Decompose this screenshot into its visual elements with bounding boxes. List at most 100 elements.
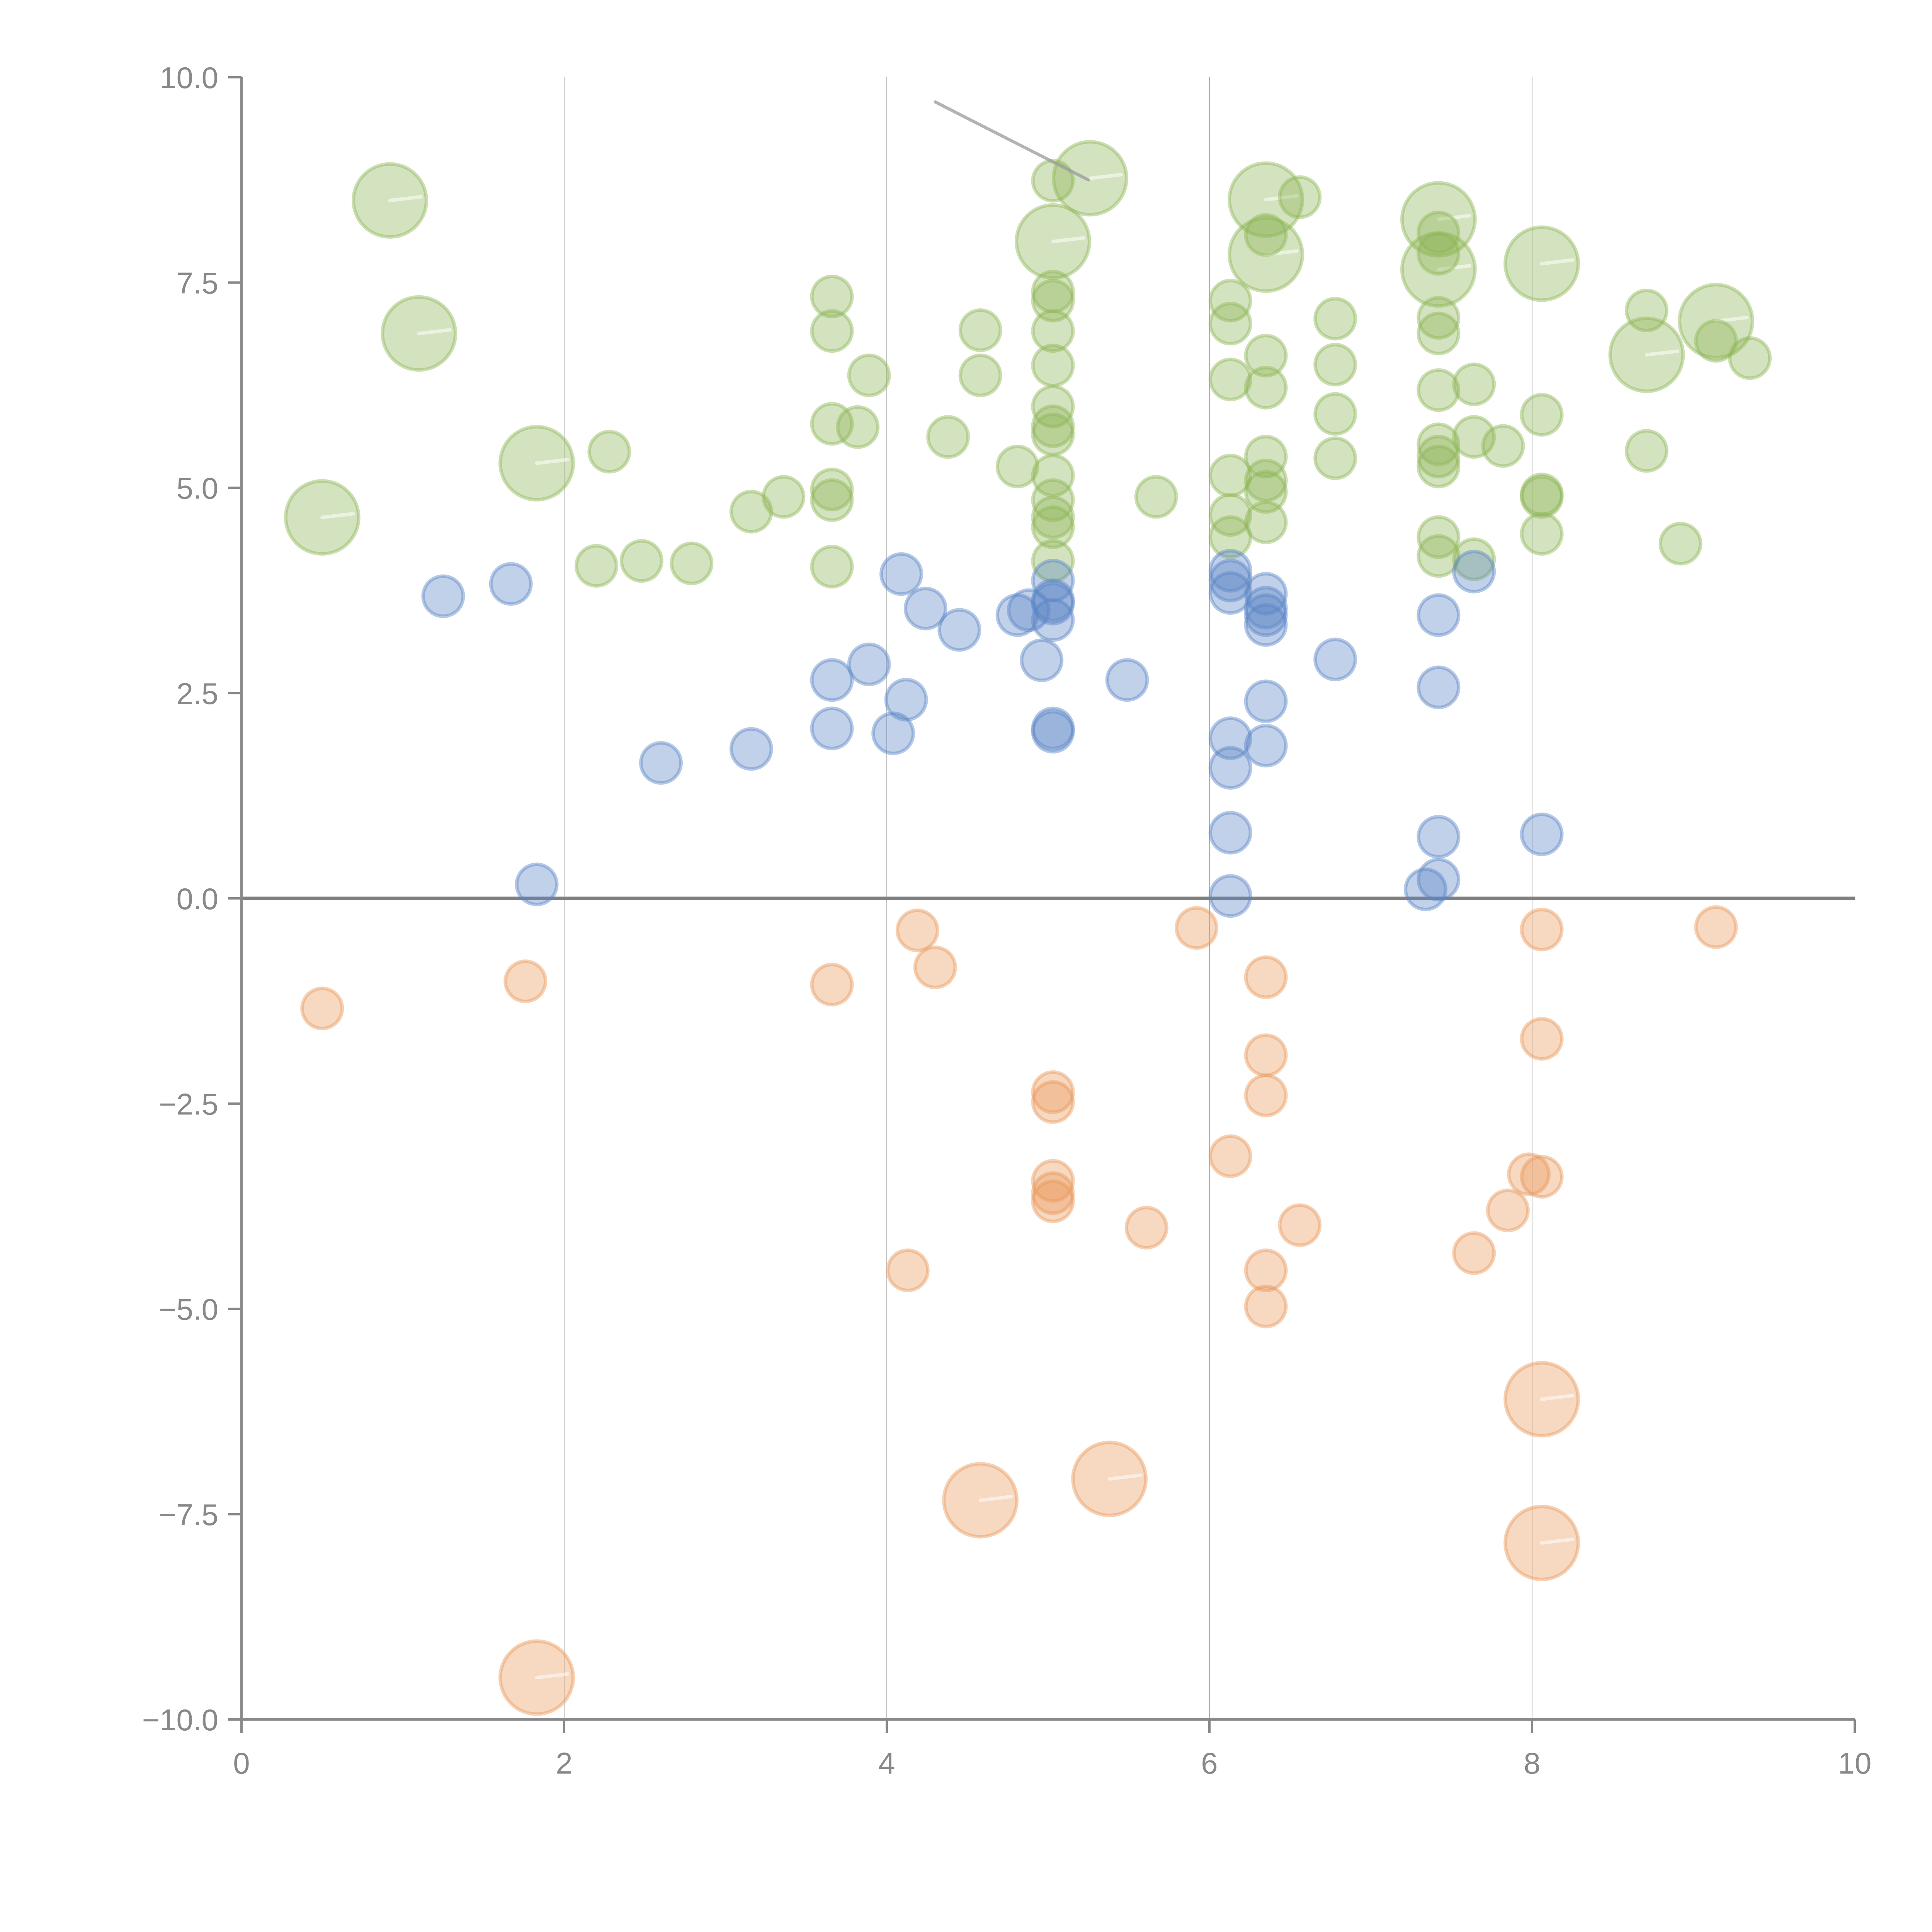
bubble-green-33[interactable] [1031,478,1075,522]
bubble-green-14[interactable] [836,405,880,449]
bubble-blue-8[interactable] [871,711,915,755]
bubble-blue-38[interactable] [1417,665,1461,709]
bubble-blue-5[interactable] [810,658,854,702]
bubble-green-50[interactable] [1244,435,1288,479]
bubble-blue-33[interactable] [1244,603,1288,647]
bubble-blue-6[interactable] [810,706,854,750]
bubble-green-76[interactable] [1520,473,1564,516]
bubble-orange-31[interactable] [1694,905,1738,949]
bubble-green-25[interactable] [1031,270,1075,314]
bubble-green-11[interactable] [810,309,854,353]
bubble-blue-16[interactable] [1031,559,1075,603]
bubble-orange-28[interactable] [1520,1017,1564,1061]
bubble-blue-23[interactable] [1208,549,1252,593]
bubble-green-84[interactable] [1728,336,1772,380]
bubble-green-43[interactable] [1208,515,1252,559]
bubble-green-46[interactable] [1244,213,1288,257]
bubble-blue-2[interactable] [515,862,559,906]
bubble-green-69[interactable] [1417,534,1461,578]
bubble-green-37[interactable] [1134,475,1178,519]
bubble-green-8[interactable] [729,490,773,534]
bubble-blue-32[interactable] [1244,593,1288,637]
bubble-orange-20[interactable] [1244,1248,1288,1293]
bubble-blue-17[interactable] [1031,578,1075,622]
bubble-orange-27[interactable] [1520,908,1564,952]
bubble-blue-41[interactable] [1403,867,1447,912]
bubble-blue-25[interactable] [1208,571,1252,615]
bubble-blue-1[interactable] [489,562,533,606]
bubble-blue-34[interactable] [1244,679,1288,723]
bubble-green-26[interactable] [1031,279,1075,323]
bubble-orange-23[interactable] [1452,1231,1496,1275]
bubble-blue-14[interactable] [1007,588,1051,632]
bubble-green-4[interactable] [587,430,631,474]
bubble-blue-19[interactable] [1031,598,1075,642]
bubble-blue-42[interactable] [1452,549,1496,594]
bubble-green-79[interactable] [1624,289,1668,332]
bubble-green-63[interactable] [1417,311,1461,355]
bubble-green-16[interactable] [810,478,854,522]
bubble-orange-25[interactable] [1507,1152,1551,1196]
bubble-green-38[interactable] [1208,279,1252,323]
bubble-green-36[interactable] [1031,539,1075,583]
bubble-orange-1[interactable] [503,959,548,1003]
bubble-green-15[interactable] [810,468,854,512]
bubble-orange-6[interactable] [886,1248,930,1293]
bubble-blue-9[interactable] [879,552,923,596]
bubble-orange-22[interactable] [1278,1203,1322,1247]
bubble-green-70[interactable] [1452,362,1496,406]
bubble-green-20[interactable] [958,353,1002,397]
bubble-green-64[interactable] [1417,368,1461,412]
bubble-blue-7[interactable] [847,642,891,686]
bubble-green-41[interactable] [1208,454,1252,498]
bubble-green-5[interactable] [575,544,618,588]
bubble-blue-24[interactable] [1208,559,1252,603]
bubble-orange-26[interactable] [1520,1155,1564,1199]
bubble-green-81[interactable] [1624,429,1668,473]
bubble-blue-12[interactable] [937,608,981,652]
bubble-blue-35[interactable] [1244,724,1288,768]
bubble-blue-3[interactable] [639,741,683,785]
bubble-green-48[interactable] [1244,333,1288,378]
bubble-green-57[interactable] [1313,436,1357,480]
bubble-green-75[interactable] [1520,393,1564,437]
bubble-blue-27[interactable] [1208,746,1252,790]
bubble-green-39[interactable] [1208,302,1252,345]
bubble-green-65[interactable] [1417,422,1461,466]
bubble-green-30[interactable] [1031,404,1075,448]
bubble-green-72[interactable] [1452,537,1496,581]
bubble-green-17[interactable] [810,545,854,588]
bubble-orange-24[interactable] [1486,1189,1530,1232]
bubble-green-7[interactable] [670,541,714,585]
bubble-orange-5[interactable] [913,946,957,989]
bubble-orange-21[interactable] [1244,1284,1288,1328]
bubble-green-66[interactable] [1417,435,1461,479]
bubble-orange-10[interactable] [1031,1159,1075,1203]
bubble-green-68[interactable] [1417,515,1461,559]
bubble-orange-16[interactable] [1208,1134,1252,1178]
bubble-blue-10[interactable] [884,678,928,722]
bubble-orange-4[interactable] [895,908,939,952]
bubble-green-53[interactable] [1244,500,1288,544]
bubble-green-83[interactable] [1694,319,1738,363]
bubble-green-51[interactable] [1244,458,1288,502]
bubble-orange-3[interactable] [810,963,854,1007]
bubble-green-56[interactable] [1313,392,1357,436]
bubble-green-27[interactable] [1031,309,1075,353]
bubble-green-61[interactable] [1417,232,1461,276]
bubble-green-78[interactable] [1520,512,1564,556]
bubble-blue-36[interactable] [1313,638,1357,682]
bubble-blue-11[interactable] [903,587,947,631]
bubble-blue-21[interactable] [1031,710,1075,754]
bubble-green-71[interactable] [1452,415,1496,459]
bubble-orange-12[interactable] [1031,1179,1075,1223]
bubble-green-60[interactable] [1417,211,1461,255]
bubble-green-28[interactable] [1031,344,1075,388]
bubble-green-49[interactable] [1244,366,1288,410]
bubble-green-62[interactable] [1417,296,1461,340]
bubble-green-67[interactable] [1417,444,1461,488]
bubble-orange-11[interactable] [1031,1171,1075,1215]
bubble-green-18[interactable] [926,415,970,459]
bubble-green-54[interactable] [1313,297,1357,341]
bubble-green-77[interactable] [1520,475,1564,519]
